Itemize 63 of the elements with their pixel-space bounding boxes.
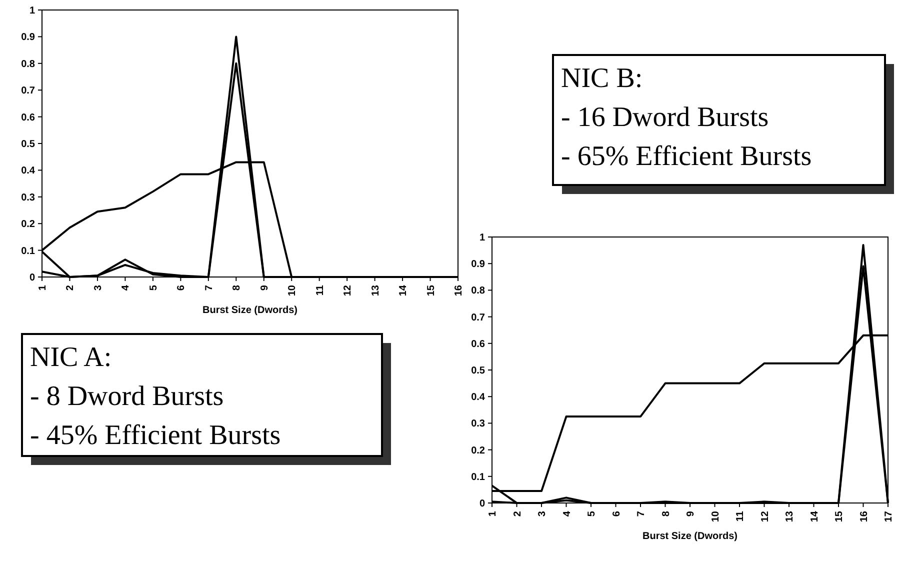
x-tick-label: 12 — [342, 284, 354, 296]
y-tick-label: 0.7 — [21, 86, 36, 97]
y-tick-label: 0.1 — [471, 472, 486, 483]
x-tick-label: 12 — [760, 510, 771, 522]
x-tick-label: 17 — [884, 510, 894, 522]
x-axis-title: Burst Size (Dwords) — [202, 305, 298, 316]
y-tick-label: 0 — [479, 498, 486, 510]
y-tick-label: 0.4 — [21, 166, 36, 177]
y-tick-label: 0.9 — [21, 32, 36, 44]
text: NIC A: — [30, 342, 112, 373]
y-tick-label: 0.5 — [21, 139, 36, 150]
y-tick-label: 0.2 — [471, 445, 486, 456]
x-tick-label: 6 — [611, 510, 622, 517]
text: - 16 Dword Bursts — [561, 102, 769, 133]
x-tick-label: 2 — [512, 510, 524, 517]
y-tick-label: 0.6 — [21, 112, 36, 124]
text: - 65% Efficient Bursts — [561, 141, 812, 172]
x-tick-label: 3 — [92, 284, 104, 291]
x-tick-label: 5 — [148, 284, 160, 291]
text: - 45% Efficient Bursts — [30, 420, 281, 451]
y-tick-label: 0.3 — [471, 418, 486, 430]
x-tick-label: 14 — [809, 510, 820, 522]
x-tick-label: 1 — [38, 284, 48, 291]
x-tick-label: 11 — [735, 510, 746, 522]
y-tick-label: 0 — [29, 272, 36, 284]
x-tick-label: 15 — [426, 284, 437, 296]
x-tick-label: 4 — [562, 510, 573, 517]
x-tick-label: 10 — [287, 284, 298, 296]
x-tick-label: 5 — [586, 510, 598, 517]
x-tick-label: 13 — [784, 510, 796, 522]
x-tick-label: 14 — [398, 284, 410, 296]
y-tick-label: 1 — [479, 232, 486, 244]
x-tick-label: 11 — [314, 284, 326, 296]
y-tick-label: 0.8 — [471, 286, 486, 297]
x-tick-label: 1 — [488, 510, 498, 517]
x-tick-label: 9 — [686, 510, 696, 517]
y-tick-label: 0.8 — [21, 58, 36, 70]
y-tick-label: 0.6 — [471, 338, 486, 350]
text: NIC B: — [561, 63, 643, 94]
x-tick-label: 2 — [65, 284, 76, 291]
x-tick-label: 8 — [232, 284, 243, 291]
y-tick-label: 0.4 — [471, 392, 486, 404]
y-tick-label: 1 — [29, 6, 36, 16]
text: - 8 Dword Bursts — [30, 381, 224, 412]
x-tick-label: 16 — [454, 284, 464, 296]
x-tick-label: 8 — [660, 510, 672, 517]
x-tick-label: 13 — [370, 284, 382, 296]
x-tick-label: 9 — [259, 284, 270, 291]
x-tick-label: 15 — [834, 510, 845, 522]
x-tick-label: 7 — [204, 284, 215, 291]
y-tick-label: 0.2 — [21, 219, 36, 230]
x-tick-label: 16 — [858, 510, 870, 522]
y-tick-label: 0.1 — [21, 246, 36, 257]
x-tick-label: 4 — [120, 284, 132, 291]
y-tick-label: 0.9 — [471, 259, 486, 270]
x-tick-label: 3 — [537, 510, 548, 517]
x-tick-label: 7 — [636, 510, 647, 517]
x-tick-label: 10 — [710, 510, 722, 522]
y-tick-label: 0.3 — [21, 192, 36, 204]
x-tick-label: 6 — [176, 284, 188, 291]
y-tick-label: 0.5 — [471, 366, 486, 376]
y-tick-label: 0.7 — [471, 312, 486, 324]
x-axis-title: Burst Size (Dwords) — [642, 531, 738, 542]
